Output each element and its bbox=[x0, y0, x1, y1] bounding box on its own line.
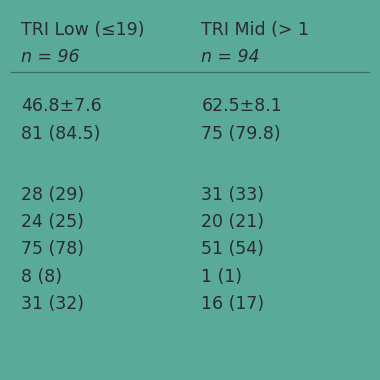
Text: 16 (17): 16 (17) bbox=[201, 295, 264, 313]
Text: 46.8±7.6: 46.8±7.6 bbox=[21, 97, 102, 115]
Text: 8 (8): 8 (8) bbox=[21, 268, 62, 285]
Text: TRI Mid (> 1: TRI Mid (> 1 bbox=[201, 21, 309, 39]
Text: n = 94: n = 94 bbox=[201, 48, 260, 65]
Text: 31 (32): 31 (32) bbox=[21, 295, 84, 313]
Text: 62.5±8.1: 62.5±8.1 bbox=[201, 97, 282, 115]
Text: 75 (78): 75 (78) bbox=[21, 240, 84, 258]
Text: TRI Low (≤19): TRI Low (≤19) bbox=[21, 21, 144, 39]
Text: 28 (29): 28 (29) bbox=[21, 186, 84, 204]
Text: 20 (21): 20 (21) bbox=[201, 213, 264, 231]
Text: 75 (79.8): 75 (79.8) bbox=[201, 125, 281, 142]
Text: 31 (33): 31 (33) bbox=[201, 186, 264, 204]
Text: n = 96: n = 96 bbox=[21, 48, 79, 65]
Text: 24 (25): 24 (25) bbox=[21, 213, 84, 231]
Text: 1 (1): 1 (1) bbox=[201, 268, 242, 285]
Text: 81 (84.5): 81 (84.5) bbox=[21, 125, 100, 142]
Text: 51 (54): 51 (54) bbox=[201, 240, 264, 258]
